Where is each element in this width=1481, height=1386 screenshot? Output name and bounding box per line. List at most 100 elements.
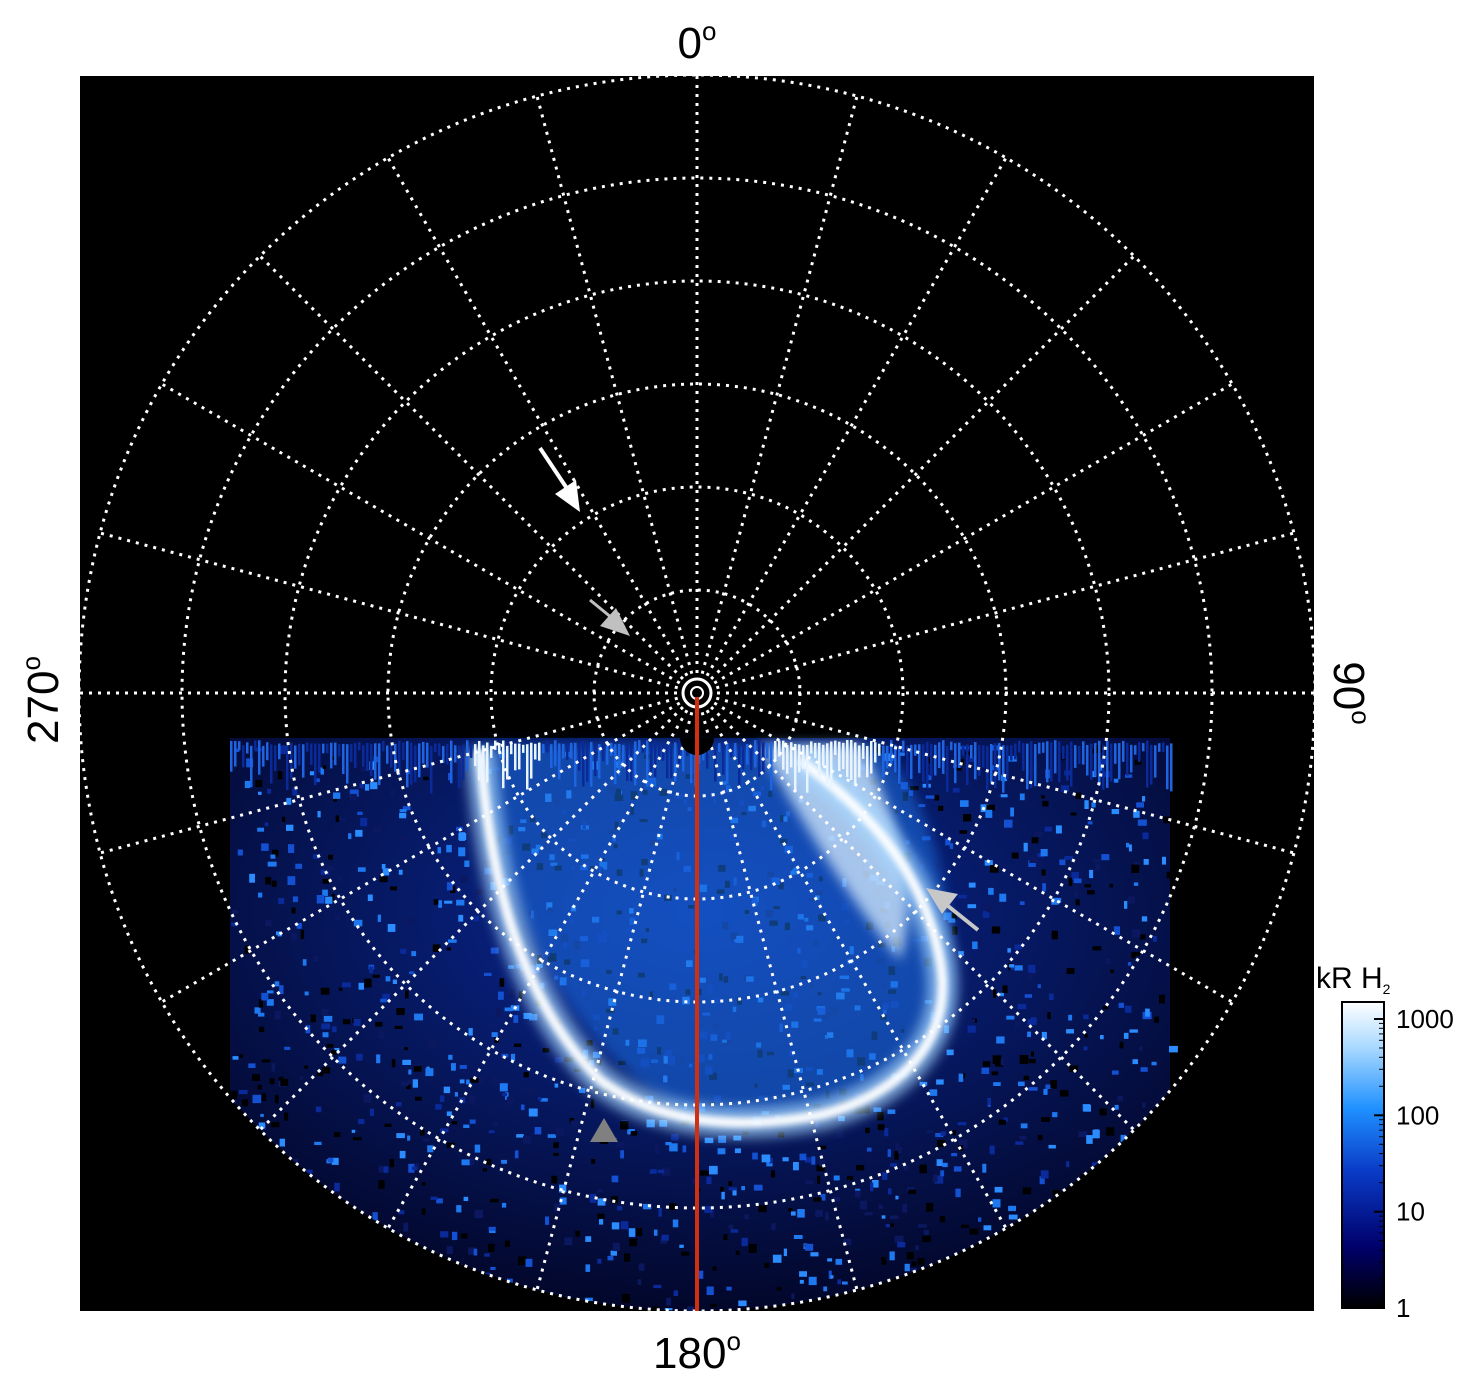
noise-speck — [1040, 1170, 1049, 1179]
noise-speck — [1129, 1029, 1138, 1033]
fringe-spike — [230, 741, 233, 772]
noise-speck — [363, 1093, 372, 1103]
noise-speck — [379, 876, 388, 883]
noise-speck — [230, 1090, 238, 1100]
noise-speck — [658, 1207, 662, 1217]
noise-speck — [1050, 1080, 1057, 1089]
fringe-spike — [826, 743, 829, 787]
noise-speck — [959, 830, 968, 834]
noise-speck — [1049, 993, 1054, 1001]
noise-speck — [881, 1256, 886, 1262]
noise-speck — [553, 1142, 559, 1149]
noise-speck — [1071, 872, 1079, 880]
noise-speck — [1083, 1104, 1091, 1112]
noise-speck — [881, 1172, 888, 1180]
noise-speck — [847, 1176, 854, 1181]
noise-speck — [1106, 1127, 1115, 1136]
fringe-spike — [354, 743, 357, 768]
fringe-spike — [894, 744, 897, 773]
fringe-spike — [1026, 743, 1029, 790]
noise-speck — [669, 1203, 677, 1210]
noise-speck — [353, 1018, 361, 1026]
noise-speck — [338, 1056, 347, 1064]
noise-speck — [1041, 795, 1045, 799]
noise-speck — [514, 1043, 522, 1047]
noise-speck — [334, 1182, 340, 1192]
noise-speck — [314, 1141, 322, 1145]
noise-speck — [1084, 1033, 1088, 1038]
longitude-line — [161, 701, 681, 1004]
noise-speck — [718, 1135, 727, 1143]
fringe-spike — [294, 745, 297, 769]
noise-speck — [501, 1053, 509, 1058]
noise-speck — [554, 1203, 560, 1212]
noise-speck — [406, 1079, 412, 1085]
noise-speck — [1010, 807, 1014, 817]
noise-speck — [887, 1109, 896, 1114]
noise-speck — [351, 1129, 356, 1133]
fringe-spike — [330, 742, 333, 769]
fringe-spike — [958, 742, 961, 768]
fringe-spike — [1034, 744, 1037, 787]
noise-speck — [499, 978, 505, 987]
noise-speck — [590, 1099, 595, 1109]
fringe-spike — [434, 743, 437, 753]
noise-speck — [1060, 785, 1070, 792]
fringe-spike — [338, 744, 341, 757]
noise-speck — [945, 838, 951, 846]
noise-speck — [316, 1072, 324, 1077]
fringe-spike — [430, 745, 433, 794]
noise-speck — [321, 1023, 331, 1030]
noise-speck — [255, 780, 263, 787]
noise-speck — [300, 929, 305, 939]
noise-speck — [279, 985, 284, 995]
noise-speck — [1133, 810, 1140, 818]
fringe-spike — [646, 740, 649, 787]
noise-speck — [975, 777, 980, 782]
noise-speck — [1145, 1008, 1150, 1017]
fringe-spike — [974, 742, 977, 780]
noise-speck — [357, 811, 363, 815]
noise-speck — [957, 1122, 967, 1126]
longitude-line — [258, 254, 684, 680]
fringe-spike — [1122, 740, 1125, 762]
noise-speck — [1028, 964, 1036, 974]
noise-speck — [889, 1251, 895, 1261]
noise-speck — [611, 1222, 620, 1230]
lon-label-bottom: 180o — [653, 1326, 741, 1378]
fringe-spike — [722, 742, 725, 775]
noise-speck — [330, 1049, 337, 1055]
noise-speck — [881, 1259, 887, 1265]
noise-speck — [385, 976, 391, 982]
noise-speck — [390, 789, 395, 797]
noise-speck — [468, 1028, 473, 1036]
noise-speck — [992, 1199, 1001, 1208]
noise-speck — [439, 1095, 445, 1102]
fringe-spike — [906, 745, 909, 778]
noise-speck — [1052, 897, 1062, 903]
fringe-spike — [1114, 743, 1117, 764]
fringe-spike — [822, 744, 825, 766]
noise-speck — [1159, 994, 1165, 1004]
emission-top-fringe — [230, 740, 1173, 794]
noise-speck — [679, 1244, 684, 1248]
noise-speck — [835, 1258, 843, 1265]
noise-speck — [1037, 984, 1041, 989]
noise-speck — [257, 1084, 262, 1090]
noise-speck — [423, 1138, 429, 1142]
arrowhead-gray-lower — [590, 1118, 618, 1142]
noise-speck — [894, 1151, 899, 1160]
noise-speck — [926, 756, 932, 764]
fringe-spike — [422, 741, 425, 764]
fringe-spike — [234, 741, 237, 767]
noise-speck — [1020, 1123, 1028, 1129]
fringe-spike — [506, 745, 509, 780]
fringe-spike — [362, 745, 365, 767]
noise-speck — [1068, 1314, 1076, 1318]
noise-speck — [706, 1176, 712, 1185]
noise-speck — [1031, 837, 1039, 844]
noise-speck — [1092, 946, 1102, 951]
noise-speck — [545, 1216, 550, 1225]
noise-speck — [231, 922, 238, 927]
noise-speck — [752, 1152, 758, 1160]
